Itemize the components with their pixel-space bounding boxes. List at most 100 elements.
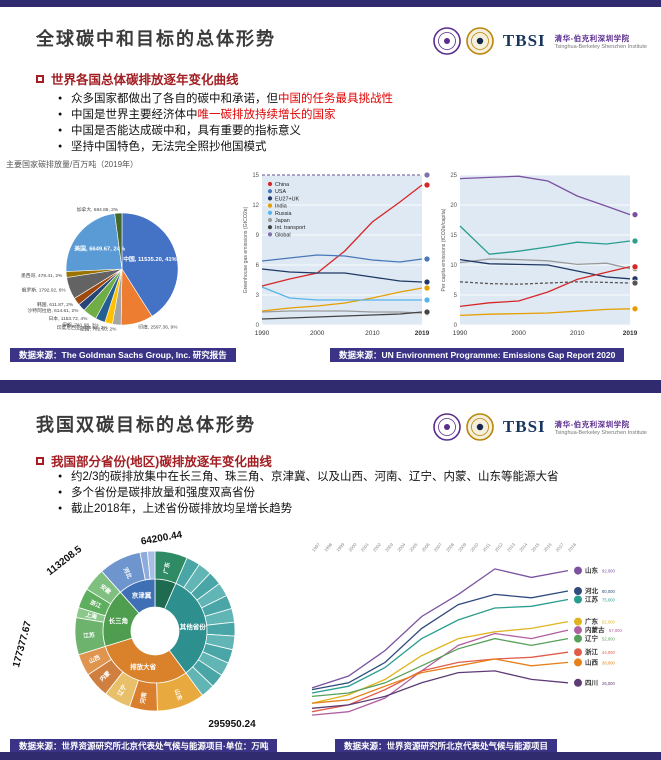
slide1-source-left: 数据来源：The Goldman Sachs Group, Inc. 研究报告 xyxy=(10,348,236,362)
bullet-item: 中国是否能达成碳中和，具有重要的指标意义 xyxy=(58,123,636,139)
slide1-source-right: 数据来源：UN Environment Programme: Emissions… xyxy=(330,348,625,362)
svg-text:山东: 山东 xyxy=(585,566,599,575)
svg-text:河南: 河南 xyxy=(139,691,149,704)
svg-text:2007: 2007 xyxy=(433,542,443,553)
slide1-section-title: 世界各国总体碳排放逐年变化曲线 xyxy=(51,73,239,87)
svg-text:Global: Global xyxy=(275,232,291,238)
svg-text:1990: 1990 xyxy=(255,330,270,337)
svg-text:辽宁: 辽宁 xyxy=(585,634,599,643)
svg-text:92,000: 92,000 xyxy=(602,569,615,574)
slide1-bullet-list: 众多国家都做出了各自的碳中和承诺，但中国的任务最具挑战性 中国是世界主要经济体中… xyxy=(58,91,636,155)
slide2-source-left: 数据来源：世界资源研究所北京代表处气候与能源项目·单位：万吨 xyxy=(10,739,278,753)
slide2-section-header: 我国部分省份(地区)碳排放逐年变化曲线 xyxy=(36,451,272,470)
svg-text:加拿大, 584.85, 2%: 加拿大, 584.85, 2% xyxy=(77,206,119,213)
svg-text:64200.44: 64200.44 xyxy=(140,529,183,547)
svg-text:0: 0 xyxy=(256,323,260,329)
svg-text:2017: 2017 xyxy=(555,542,565,553)
svg-text:Int. transport: Int. transport xyxy=(275,225,306,231)
svg-text:15: 15 xyxy=(252,173,259,179)
svg-text:26,000: 26,000 xyxy=(602,681,615,686)
tbsi-english-name: Tsinghua-Berkeley Shenzhen Institute xyxy=(554,429,647,436)
tbsi-chinese-name: 清华-伯克利深圳学院 xyxy=(554,419,630,429)
svg-text:沙特阿拉伯, 614.61, 2%: 沙特阿拉伯, 614.61, 2% xyxy=(27,307,79,314)
svg-text:江苏: 江苏 xyxy=(585,595,599,604)
svg-text:India: India xyxy=(275,204,287,210)
province-emissions-line-chart: 1997 1998 1999 2000 2001 2002 2003 2004 2005 2006… xyxy=(311,542,622,716)
svg-text:内蒙古: 内蒙古 xyxy=(585,625,605,634)
svg-text:江苏: 江苏 xyxy=(83,631,95,640)
bullet-item: 坚持中国特色，无法完全照抄他国模式 xyxy=(58,139,636,155)
svg-text:2010: 2010 xyxy=(469,542,479,553)
svg-text:俄罗斯, 1792.02, 6%: 俄罗斯, 1792.02, 6% xyxy=(22,287,67,294)
svg-text:1990: 1990 xyxy=(453,330,468,337)
svg-text:2011: 2011 xyxy=(482,542,492,553)
institute-logos: TBSI 清华-伯克利深圳学院 Tsinghua-Berkeley Shenzh… xyxy=(433,27,647,55)
svg-text:2004: 2004 xyxy=(396,542,406,553)
svg-text:62,000: 62,000 xyxy=(602,620,615,625)
svg-text:44,000: 44,000 xyxy=(602,650,615,655)
svg-text:10: 10 xyxy=(450,263,457,269)
svg-text:伊朗, 781.98, 3%: 伊朗, 781.98, 3% xyxy=(62,321,99,328)
tsinghua-logo-icon xyxy=(433,413,461,441)
svg-text:2018: 2018 xyxy=(567,542,577,553)
svg-text:2012: 2012 xyxy=(494,542,504,553)
svg-text:山东: 山东 xyxy=(173,688,184,702)
svg-text:上海: 上海 xyxy=(85,611,98,622)
svg-text:2003: 2003 xyxy=(384,542,394,553)
svg-text:6: 6 xyxy=(256,263,260,269)
bullet-item: 众多国家都做出了各自的碳中和承诺，但中国的任务最具挑战性 xyxy=(58,91,636,107)
svg-text:四川: 四川 xyxy=(585,679,598,687)
slide-global-carbon-neutrality: 全球碳中和目标的总体形势 TBSI 清华-伯克利深圳学院 Tsinghua-Be… xyxy=(0,7,661,380)
svg-text:2001: 2001 xyxy=(360,542,370,553)
svg-text:2000: 2000 xyxy=(348,542,358,553)
svg-text:2019: 2019 xyxy=(415,330,430,337)
svg-text:其他省份: 其他省份 xyxy=(180,622,207,631)
svg-text:177377.67: 177377.67 xyxy=(11,620,34,669)
svg-text:2015: 2015 xyxy=(530,542,540,553)
svg-text:墨西哥, 478.41, 2%: 墨西哥, 478.41, 2% xyxy=(21,273,63,279)
svg-text:Russia: Russia xyxy=(275,211,291,217)
svg-text:印度尼西亚, 625.66, 2%: 印度尼西亚, 625.66, 2% xyxy=(57,324,109,331)
svg-text:25: 25 xyxy=(450,173,457,179)
svg-text:广东: 广东 xyxy=(585,617,599,626)
svg-text:2013: 2013 xyxy=(506,542,516,553)
svg-text:日本, 1153.72, 4%: 日本, 1153.72, 4% xyxy=(49,315,89,322)
svg-text:Greenhouse gas emissions (GtCO: Greenhouse gas emissions (GtCO2e) xyxy=(243,206,249,293)
svg-text:0: 0 xyxy=(454,323,458,329)
svg-text:3: 3 xyxy=(256,293,260,299)
svg-text:1997: 1997 xyxy=(311,542,321,553)
svg-text:20: 20 xyxy=(450,203,457,209)
svg-text:山西: 山西 xyxy=(585,657,599,666)
svg-text:1999: 1999 xyxy=(335,542,345,553)
svg-text:韩国, 611.87, 2%: 韩国, 611.87, 2% xyxy=(37,301,74,308)
svg-text:浙江: 浙江 xyxy=(585,647,599,656)
svg-text:广东: 广东 xyxy=(161,561,171,574)
svg-text:9: 9 xyxy=(256,233,260,239)
svg-text:排放大省: 排放大省 xyxy=(130,662,157,671)
tbsi-wordmark: TBSI xyxy=(502,31,546,50)
slide2-section-title: 我国部分省份(地区)碳排放逐年变化曲线 xyxy=(51,455,272,469)
tbsi-english-name: Tsinghua-Berkeley Shenzhen Institute xyxy=(554,43,647,50)
svg-text:12: 12 xyxy=(252,203,259,209)
svg-text:2019: 2019 xyxy=(623,330,638,337)
bullet-item: 多个省份是碳排放量和强度双高省份 xyxy=(58,485,636,501)
svg-text:Japan: Japan xyxy=(275,218,290,224)
svg-text:京津冀: 京津冀 xyxy=(132,590,152,599)
svg-text:295950.24: 295950.24 xyxy=(208,719,256,730)
bullet-item: 截止2018年，上述省份碳排放均呈增长趋势 xyxy=(58,501,636,517)
per-capita-emissions-line-chart: 0 5 10 15 20 25 1990 2000 2010 2019 Per capita emi… xyxy=(441,173,639,337)
svg-text:2002: 2002 xyxy=(372,542,382,553)
country-emissions-pie-chart: 主要国家碳排放量/百万吨（2019年） 中国, 11535.20, 41% 印度, … xyxy=(6,159,179,333)
svg-text:中国, 11535.20, 41%: 中国, 11535.20, 41% xyxy=(123,255,177,263)
svg-text:河北: 河北 xyxy=(585,586,599,595)
svg-text:印度, 2597.36, 9%: 印度, 2597.36, 9% xyxy=(138,324,178,331)
tbsi-wordmark: TBSI xyxy=(502,417,546,436)
svg-text:38,000: 38,000 xyxy=(602,660,615,665)
svg-text:2016: 2016 xyxy=(543,542,553,553)
svg-text:2006: 2006 xyxy=(421,542,431,553)
tsinghua-logo-icon xyxy=(433,27,461,55)
bullet-item: 中国是世界主要经济体中唯一碳排放持续增长的国家 xyxy=(58,107,636,123)
slide-divider-bar xyxy=(0,380,661,393)
berkeley-logo-icon xyxy=(466,413,494,441)
svg-text:USA: USA xyxy=(275,189,286,195)
